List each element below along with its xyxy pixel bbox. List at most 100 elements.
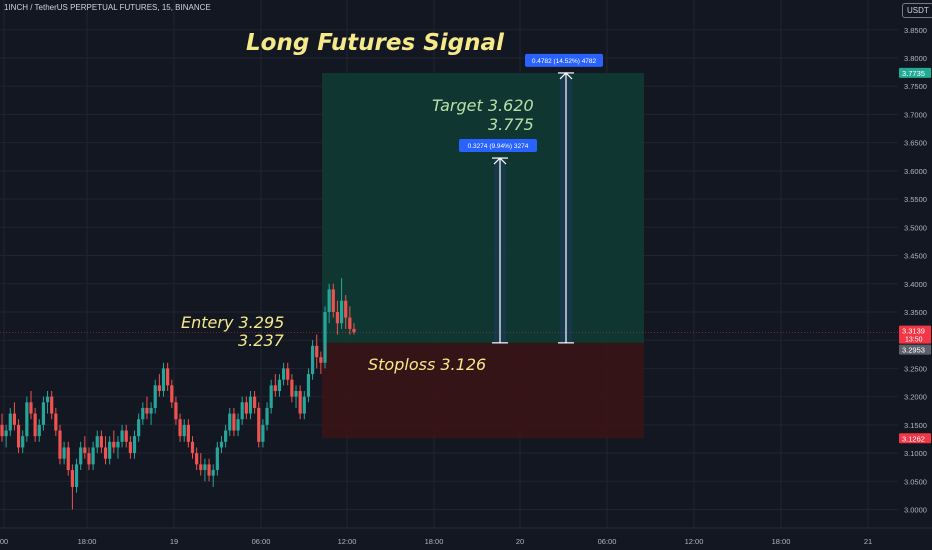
candle-body xyxy=(273,385,277,391)
x-tick-label: 18:00 xyxy=(425,537,444,546)
y-tick-label: 3.3500 xyxy=(904,308,927,317)
annotation-entry-line2[interactable]: 3.237 xyxy=(238,331,284,350)
y-tick-label: 3.0000 xyxy=(904,506,927,515)
candle-body xyxy=(4,430,8,437)
y-tick-label: 3.1000 xyxy=(904,449,927,458)
y-tick-label: 3.8500 xyxy=(904,26,927,35)
candle-body xyxy=(327,289,331,312)
candle-body xyxy=(315,345,319,358)
measure-label: 0.4782 (14.52%) 4782 xyxy=(532,58,597,65)
y-tick-label: 3.8000 xyxy=(904,54,927,63)
candle-body xyxy=(219,441,224,448)
y-tick-label: 3.7000 xyxy=(904,110,927,119)
candle-body xyxy=(108,441,112,459)
y-tick-label: 3.1500 xyxy=(904,421,927,430)
candle-body xyxy=(253,396,257,408)
candle-body xyxy=(335,311,340,324)
x-tick-label: 18:00 xyxy=(772,537,791,546)
candle-body xyxy=(261,424,265,442)
candle-body xyxy=(211,470,215,476)
candle-body xyxy=(339,300,344,324)
candle-body xyxy=(286,368,290,380)
candle-body xyxy=(348,317,352,329)
candle-body xyxy=(124,430,128,442)
candle-body xyxy=(99,436,103,448)
candle-body xyxy=(141,407,145,420)
time-axis: 00 18:00 19 06:00 12:00 18:00 20 06:00 12:00 18:0… xyxy=(0,527,932,546)
target-price-label-bg xyxy=(899,67,931,78)
symbol-info[interactable]: 1INCH / TetherUS PERPETUAL FUTURES, 15, … xyxy=(4,3,211,12)
x-tick-label: 18:00 xyxy=(78,537,97,546)
x-tick-label: 12:00 xyxy=(338,537,357,546)
x-tick-label: 00 xyxy=(0,537,8,546)
candle-body xyxy=(70,470,74,487)
y-tick-label: 3.4500 xyxy=(904,252,927,261)
candles xyxy=(0,278,356,510)
candle-body xyxy=(290,379,294,397)
candle-body xyxy=(228,413,232,431)
x-tick-label: 19 xyxy=(170,537,178,546)
candle-body xyxy=(74,464,79,487)
candle-body xyxy=(282,368,286,380)
candle-body xyxy=(25,402,29,437)
y-tick-label: 3.6000 xyxy=(904,167,927,176)
candle-body xyxy=(153,385,157,408)
candle-body xyxy=(352,328,356,333)
chart-annotation-title[interactable]: Long Futures Signal xyxy=(246,30,504,56)
candle-body xyxy=(37,424,41,437)
candle-body xyxy=(186,424,190,442)
candle-body xyxy=(112,441,116,448)
candle-body xyxy=(298,391,302,414)
last-price-label-bg xyxy=(899,325,931,344)
annotation-entry-line1[interactable]: Entery 3.295 xyxy=(181,313,285,332)
candle-body xyxy=(195,453,199,465)
candle-body xyxy=(50,396,54,414)
y-tick-label: 3.2500 xyxy=(904,364,927,373)
price-axis: 3.8500 3.8000 3.7500 3.7000 3.6500 3.6000 3.55… xyxy=(899,26,931,515)
candle-body xyxy=(95,436,99,448)
candle-body xyxy=(103,447,108,459)
measure-tools: 0.3274 (9.94%) 3274 0.4782 (14.52%) 4782 xyxy=(459,53,603,344)
y-tick-label: 3.2000 xyxy=(904,393,927,402)
candle-body xyxy=(224,430,228,442)
candle-body xyxy=(310,345,315,375)
candle-body xyxy=(66,447,70,471)
candle-body xyxy=(16,424,21,448)
target-zone xyxy=(322,72,644,343)
candle-body xyxy=(207,464,211,476)
candle-body xyxy=(87,453,91,465)
candle-body xyxy=(319,357,323,363)
candle-body xyxy=(41,402,46,425)
annotation-target-line1[interactable]: Target 3.620 xyxy=(432,96,534,115)
candle-body xyxy=(157,385,161,391)
candle-body xyxy=(116,441,120,448)
x-tick-label: 06:00 xyxy=(252,537,271,546)
y-tick-label: 3.0500 xyxy=(904,477,927,486)
candle-body xyxy=(182,424,186,437)
measure-label-bg xyxy=(459,139,537,153)
countdown-label: 13:50 xyxy=(905,337,923,344)
annotation-stoploss[interactable]: Stoploss 3.126 xyxy=(368,355,487,374)
entry-price-label-bg xyxy=(899,344,931,355)
annotation-target-line2[interactable]: 3.775 xyxy=(488,115,534,134)
candle-body xyxy=(120,430,124,442)
candle-body xyxy=(344,300,348,318)
candle-body xyxy=(244,402,248,414)
candle-body xyxy=(166,368,170,386)
candle-body xyxy=(33,413,37,437)
currency-button[interactable]: USDT xyxy=(902,3,932,18)
stop-price-label: 3.1262 xyxy=(902,434,925,443)
candle-body xyxy=(161,368,166,391)
candle-body xyxy=(265,407,269,425)
candle-body xyxy=(91,447,95,465)
candle-body xyxy=(58,430,62,459)
measure-label: 0.3274 (9.94%) 3274 xyxy=(468,143,529,150)
target-price-label: 3.7735 xyxy=(902,69,925,78)
candle-body xyxy=(306,374,311,397)
candle-body xyxy=(8,413,12,431)
candle-body xyxy=(199,464,203,471)
candle-body xyxy=(174,402,178,420)
measure-label-bg xyxy=(525,53,603,67)
y-tick-label: 3.7500 xyxy=(904,82,927,91)
